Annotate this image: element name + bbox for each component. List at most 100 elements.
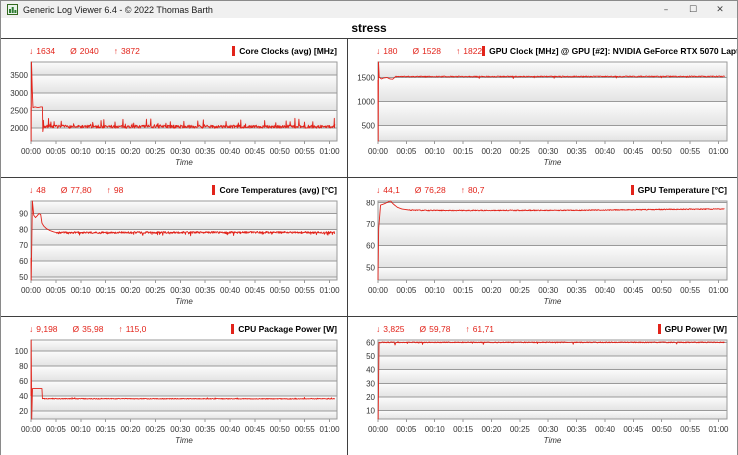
svg-text:00:25: 00:25 — [145, 147, 166, 156]
average-icon: Ø — [414, 184, 422, 195]
svg-text:00:50: 00:50 — [652, 425, 673, 434]
svg-text:00:55: 00:55 — [680, 286, 701, 295]
svg-text:00:55: 00:55 — [295, 147, 316, 156]
svg-text:00:05: 00:05 — [396, 286, 417, 295]
svg-text:00:10: 00:10 — [71, 425, 92, 434]
chart-title: CPU Package Power [W] — [231, 323, 337, 334]
average-icon: Ø — [70, 45, 77, 56]
svg-text:40: 40 — [19, 392, 28, 401]
minimize-button[interactable]: – — [663, 4, 669, 15]
svg-text:00:05: 00:05 — [396, 425, 417, 434]
up-arrow-icon: ↑ — [106, 184, 111, 195]
svg-text:Time: Time — [175, 158, 193, 167]
svg-text:00:20: 00:20 — [120, 286, 141, 295]
legend-marker-icon — [630, 184, 634, 195]
svg-text:50: 50 — [19, 273, 28, 282]
stat-max: ↑ 61,71 — [465, 323, 494, 334]
svg-text:Time: Time — [175, 297, 193, 306]
svg-text:00:45: 00:45 — [245, 425, 266, 434]
up-arrow-icon: ↑ — [455, 45, 461, 56]
svg-text:00:20: 00:20 — [120, 425, 141, 434]
chart-title: GPU Power [W] — [657, 323, 727, 334]
stat-min: ↓ 44,1 — [376, 184, 400, 195]
svg-text:80: 80 — [19, 362, 28, 371]
svg-text:Time: Time — [544, 436, 562, 445]
legend-marker-icon — [482, 45, 486, 56]
svg-text:00:50: 00:50 — [270, 147, 291, 156]
svg-text:00:40: 00:40 — [595, 147, 616, 156]
svg-text:2000: 2000 — [10, 124, 28, 133]
panel-gpu-temperature: ↓ 44,1 Ø 76,28 ↑ 80,7 GPU Temperature [°C] … — [348, 177, 737, 316]
svg-text:00:15: 00:15 — [453, 286, 474, 295]
svg-text:00:15: 00:15 — [96, 147, 117, 156]
svg-text:20: 20 — [366, 393, 375, 402]
svg-text:90: 90 — [19, 210, 28, 219]
svg-text:00:00: 00:00 — [21, 425, 42, 434]
average-icon: Ø — [412, 45, 420, 56]
chart-stats: ↓ 44,1 Ø 76,28 ↑ 80,7 — [376, 185, 485, 195]
average-icon: Ø — [72, 323, 80, 334]
titlebar: Generic Log Viewer 6.4 - © 2022 Thomas B… — [1, 1, 737, 18]
svg-text:00:35: 00:35 — [195, 147, 216, 156]
svg-text:00:35: 00:35 — [567, 425, 588, 434]
svg-text:00:30: 00:30 — [170, 286, 191, 295]
stat-avg: Ø 76,28 — [414, 184, 446, 195]
svg-text:00:35: 00:35 — [195, 286, 216, 295]
core-temperatures-plot: 50 60 70 80 90 00:00 00:05 00:10 00:15 00:20 00:25… — [19, 200, 340, 306]
svg-text:1000: 1000 — [357, 98, 375, 107]
svg-text:Time: Time — [175, 436, 193, 445]
svg-text:00:25: 00:25 — [510, 147, 531, 156]
svg-text:100: 100 — [15, 347, 29, 356]
svg-text:00:20: 00:20 — [481, 147, 502, 156]
stat-avg: Ø 1528 — [412, 45, 441, 56]
legend-marker-icon — [231, 323, 235, 334]
maximize-button[interactable]: ☐ — [688, 4, 698, 15]
svg-text:20: 20 — [19, 407, 28, 416]
svg-text:00:35: 00:35 — [195, 425, 216, 434]
svg-text:00:55: 00:55 — [680, 147, 701, 156]
svg-text:00:55: 00:55 — [295, 425, 316, 434]
svg-text:00:30: 00:30 — [170, 147, 191, 156]
panel-gpu-clock: ↓ 180 Ø 1528 ↑ 1822 GPU Clock [MHz] @ GPU [… — [348, 38, 737, 177]
up-arrow-icon: ↑ — [460, 184, 465, 195]
svg-text:00:45: 00:45 — [245, 147, 266, 156]
svg-text:00:30: 00:30 — [538, 425, 559, 434]
gpu-clock-plot: 500 1000 1500 00:00 00:05 00:10 00:15 00:20 00:2… — [357, 61, 729, 167]
svg-text:01:00: 01:00 — [320, 147, 341, 156]
svg-text:10: 10 — [366, 407, 375, 416]
svg-text:00:00: 00:00 — [21, 286, 42, 295]
svg-text:00:45: 00:45 — [245, 286, 266, 295]
svg-text:00:25: 00:25 — [145, 425, 166, 434]
stat-max: ↑ 1822 — [455, 45, 483, 56]
stat-avg: Ø 35,98 — [72, 323, 104, 334]
svg-text:60: 60 — [366, 242, 375, 251]
svg-text:00:30: 00:30 — [170, 425, 191, 434]
svg-text:00:15: 00:15 — [453, 425, 474, 434]
down-arrow-icon: ↓ — [376, 184, 381, 195]
svg-text:00:45: 00:45 — [623, 286, 644, 295]
svg-text:00:00: 00:00 — [368, 286, 389, 295]
down-arrow-icon: ↓ — [29, 323, 34, 334]
down-arrow-icon: ↓ — [29, 184, 34, 195]
stat-avg: Ø 59,78 — [419, 323, 451, 334]
close-button[interactable]: ✕ — [716, 4, 724, 15]
chart-stats: ↓ 48 Ø 77,80 ↑ 98 — [29, 185, 123, 195]
svg-text:50: 50 — [366, 352, 375, 361]
svg-text:00:25: 00:25 — [510, 286, 531, 295]
svg-text:00:45: 00:45 — [623, 425, 644, 434]
app-icon — [7, 4, 18, 15]
legend-marker-icon — [657, 323, 661, 334]
average-icon: Ø — [419, 323, 427, 334]
gpu-temperature-plot: 50 60 70 80 00:00 00:05 00:10 00:15 00:20 00:25 00… — [366, 200, 729, 306]
stat-min: ↓ 9,198 — [29, 323, 58, 334]
charts-grid: ↓ 1634 Ø 2040 ↑ 3872 Core Clocks (avg) [MHz… — [1, 38, 737, 455]
chart-stats: ↓ 180 Ø 1528 ↑ 1822 — [376, 46, 482, 56]
up-arrow-icon: ↑ — [118, 323, 123, 334]
chart-title: GPU Temperature [°C] — [630, 184, 727, 195]
svg-text:00:20: 00:20 — [120, 147, 141, 156]
window-title: Generic Log Viewer 6.4 - © 2022 Thomas B… — [23, 4, 213, 15]
svg-text:01:00: 01:00 — [708, 425, 729, 434]
svg-text:00:15: 00:15 — [453, 147, 474, 156]
stat-min: ↓ 180 — [376, 45, 398, 56]
